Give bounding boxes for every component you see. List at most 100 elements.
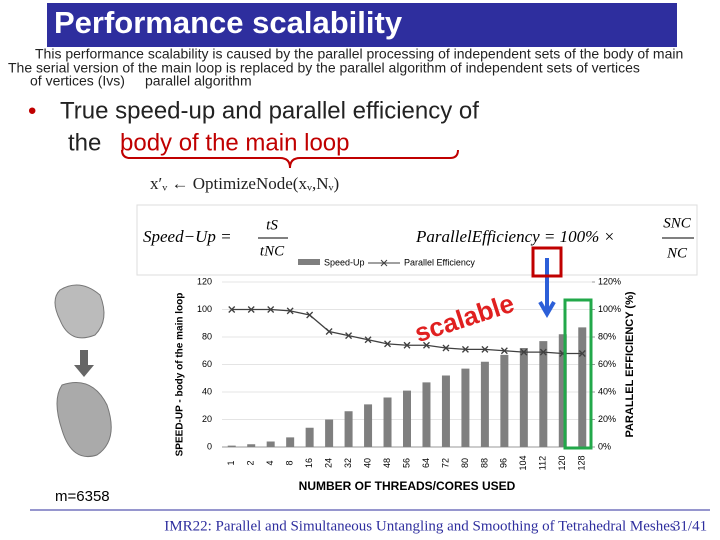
efficiency-marker <box>364 336 372 344</box>
efficiency-marker <box>500 347 508 355</box>
y2-tick-label: 80% <box>598 331 616 341</box>
formula: SNC <box>663 215 692 231</box>
legend-marker <box>380 259 388 267</box>
efficiency-line <box>231 308 583 355</box>
y2-tick-label: 120% <box>598 276 621 286</box>
title: Performance scalability <box>54 5 403 40</box>
y-tick-label: 60 <box>202 359 212 369</box>
x-tick-label: 56 <box>401 458 411 468</box>
efficiency-marker <box>481 345 489 353</box>
bar <box>266 441 275 447</box>
legend-label: Parallel Efficiency <box>404 257 475 267</box>
bar <box>578 327 587 447</box>
bar <box>403 390 411 447</box>
efficiency-marker <box>423 341 430 349</box>
bar <box>441 375 450 447</box>
bar <box>422 382 431 447</box>
efficiency-marker <box>247 306 255 313</box>
bar <box>539 341 548 447</box>
bullet-highlight: body of the main loop <box>120 129 350 156</box>
bar <box>383 397 392 447</box>
efficiency-marker <box>442 344 450 352</box>
x-tick-label: 40 <box>362 458 372 468</box>
y2-tick-label: 60% <box>598 359 616 369</box>
formula-box <box>136 204 698 276</box>
y-tick-label: 40 <box>202 386 212 396</box>
mesh-arrow <box>74 350 94 377</box>
annotation: scalable <box>411 288 518 348</box>
y2-tick-label: 0% <box>598 441 611 451</box>
x-tick-label: 104 <box>518 455 528 470</box>
formula: tS <box>266 217 278 233</box>
x-tick-label: 8 <box>285 460 295 465</box>
x-tick-label: 80 <box>460 458 470 468</box>
x-tick-label: 112 <box>538 456 548 470</box>
y2-axis-title: PARALLEL EFFICIENCY (%) <box>624 291 636 437</box>
x-tick-label: 72 <box>440 458 450 468</box>
y2-tick-label: 100% <box>598 304 621 314</box>
bar <box>247 444 256 447</box>
mesh-label: m=6358 <box>55 488 110 505</box>
y2-tick-label: 40% <box>598 386 616 396</box>
x-tick-label: 128 <box>577 455 587 470</box>
x-tick-label: 24 <box>323 458 333 468</box>
bullet-text: the <box>68 129 101 156</box>
x-tick-label: 120 <box>557 455 567 470</box>
footer-text: IMR22: Parallel and Simultaneous Untangl… <box>164 518 676 534</box>
efficiency-marker <box>228 306 236 313</box>
mesh-image <box>56 382 112 457</box>
y-tick-label: 100 <box>197 304 212 314</box>
bar <box>364 404 373 447</box>
bar <box>461 368 470 447</box>
efficiency-marker <box>267 306 275 313</box>
legend-label: Speed-Up <box>324 257 365 267</box>
bullet-text: True speed-up and parallel efficiency of <box>60 97 479 124</box>
efficiency-marker <box>384 340 391 348</box>
efficiency-marker <box>403 341 411 349</box>
bar <box>480 361 489 447</box>
formula: Speed−Up = <box>143 227 232 246</box>
efficiency-marker <box>306 311 314 319</box>
bar <box>519 348 528 447</box>
bar <box>500 354 509 447</box>
formula: tNC <box>260 243 285 259</box>
y-tick-label: 80 <box>202 331 212 341</box>
x-tick-label: 64 <box>421 458 431 468</box>
mesh-image <box>54 284 105 339</box>
title-bar <box>47 3 677 47</box>
efficiency-marker <box>539 348 547 356</box>
x-tick-label: 16 <box>304 458 314 468</box>
x-tick-label: 48 <box>382 458 392 468</box>
x-tick-label: 96 <box>499 458 509 468</box>
formula: ParallelEfficiency = 100% × <box>415 227 615 246</box>
efficiency-marker <box>325 328 333 335</box>
formula: NC <box>666 245 688 261</box>
efficiency-marker <box>345 332 353 340</box>
page-number: 31/41 <box>673 518 707 534</box>
overlay-text: parallel algorithm <box>145 73 252 89</box>
x-tick-label: 32 <box>343 458 353 468</box>
overlay-text: of vertices (Ivs) <box>30 73 125 89</box>
x-tick-label: 88 <box>479 458 489 468</box>
assignment: x′ᵥ ← OptimizeNode(xᵥ,Nᵥ) <box>150 174 339 193</box>
bar <box>305 427 314 447</box>
bar <box>325 419 334 447</box>
x-tick-label: 4 <box>265 460 275 465</box>
efficiency-marker <box>286 307 294 315</box>
highlight-box <box>563 298 593 450</box>
arrow <box>538 258 556 318</box>
highlight-box <box>531 246 563 278</box>
x-tick-label: 1 <box>226 460 236 465</box>
overlay-text: This performance scalability is caused b… <box>35 46 683 62</box>
brace <box>121 149 459 169</box>
y-tick-label: 120 <box>197 276 212 286</box>
efficiency-marker <box>520 348 528 356</box>
y2-tick-label: 20% <box>598 414 616 424</box>
y-axis-title: SPEED-UP - body of the main loop <box>175 293 186 457</box>
overlay-text: The serial version of the main loop is r… <box>8 60 640 76</box>
bar <box>558 334 567 447</box>
bullet-dot: • <box>28 97 36 124</box>
efficiency-marker <box>578 350 586 357</box>
y-tick-label: 20 <box>202 414 212 424</box>
